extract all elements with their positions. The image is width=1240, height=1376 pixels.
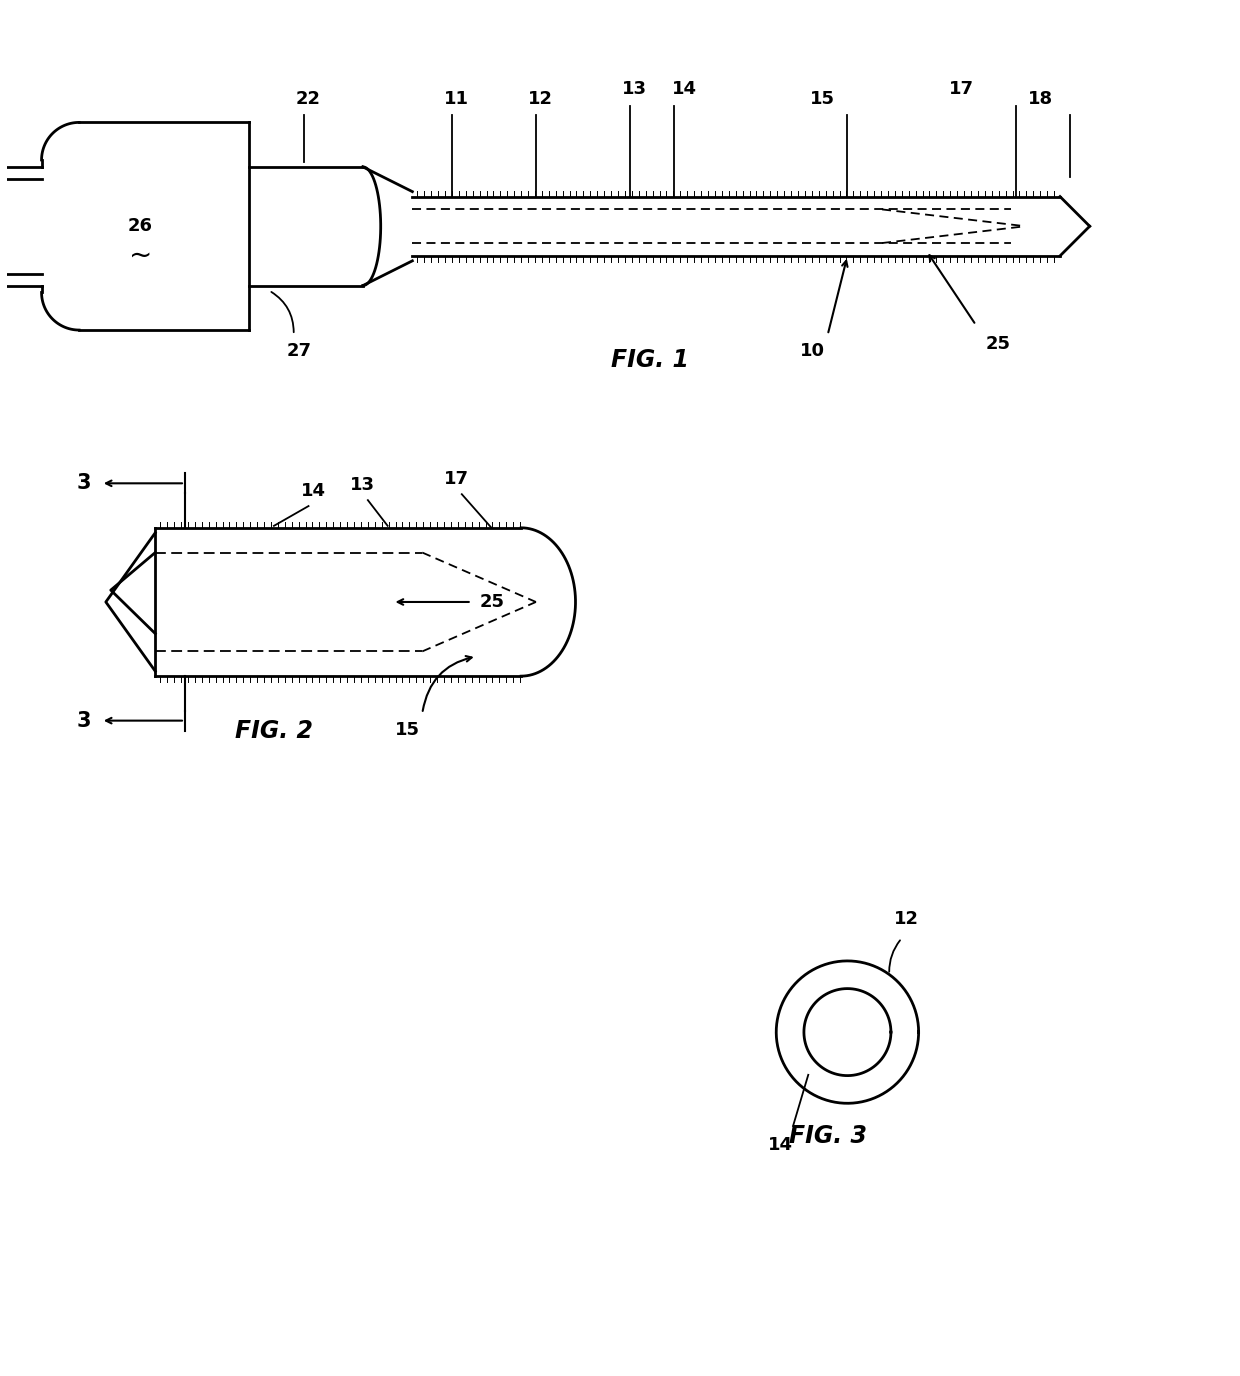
Text: FIG. 2: FIG. 2 (234, 718, 312, 743)
Text: 25: 25 (986, 334, 1011, 354)
Text: 15: 15 (394, 721, 420, 739)
Text: 27: 27 (286, 341, 311, 361)
Text: 10: 10 (800, 341, 826, 361)
Text: 26: 26 (128, 217, 153, 235)
Text: 22: 22 (296, 89, 321, 107)
Text: 25: 25 (480, 593, 505, 611)
Text: 3: 3 (77, 710, 92, 731)
Text: 12: 12 (528, 89, 553, 107)
Text: 13: 13 (351, 476, 376, 494)
Text: 17: 17 (444, 471, 470, 488)
Text: 11: 11 (444, 89, 470, 107)
Text: 3: 3 (77, 473, 92, 494)
Text: ~: ~ (129, 242, 153, 270)
Text: FIG. 1: FIG. 1 (610, 348, 688, 372)
Text: 12: 12 (894, 911, 919, 929)
Text: 14: 14 (672, 80, 697, 98)
Text: 18: 18 (1028, 89, 1053, 107)
Text: 14: 14 (301, 482, 326, 499)
Text: 13: 13 (622, 80, 647, 98)
Text: 17: 17 (949, 80, 973, 98)
Text: FIG. 3: FIG. 3 (789, 1124, 867, 1148)
Text: 15: 15 (810, 89, 836, 107)
Text: 14: 14 (768, 1137, 792, 1154)
